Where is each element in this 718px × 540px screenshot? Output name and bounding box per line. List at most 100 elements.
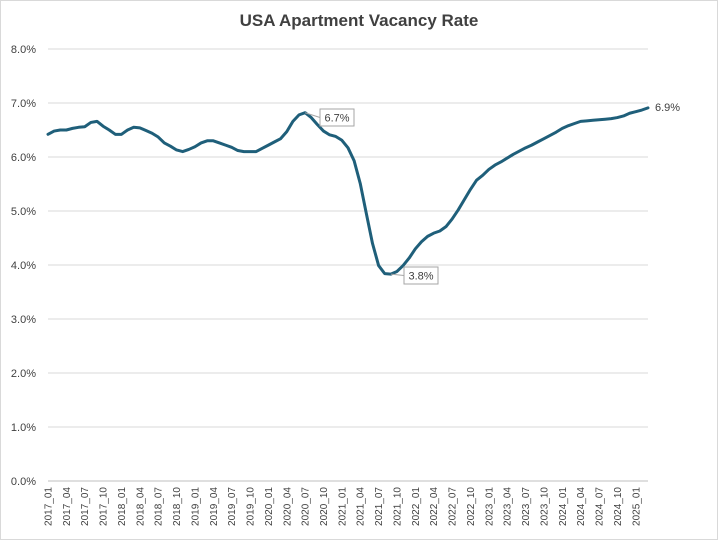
data-point: [512, 153, 515, 156]
data-point: [598, 118, 601, 121]
data-point: [524, 146, 527, 149]
chart-title: USA Apartment Vacancy Rate: [239, 11, 479, 30]
data-point: [291, 120, 294, 123]
data-label-box: [403, 266, 439, 285]
x-tick-label: 2021_10: [392, 487, 403, 526]
x-tick-label: 2025_01: [631, 487, 642, 526]
x-tick-label: 2018_10: [172, 487, 183, 526]
data-point: [193, 145, 196, 148]
data-label-leader: [390, 273, 405, 276]
x-tick-label: 2019_01: [190, 487, 201, 526]
x-tick-label: 2020_10: [319, 487, 330, 526]
data-point: [218, 141, 221, 144]
data-point: [298, 113, 301, 116]
data-point: [120, 133, 123, 136]
data-label: 3.8%: [408, 271, 433, 283]
data-point: [518, 150, 521, 153]
x-tick-label: 2018_07: [154, 487, 165, 526]
data-point: [420, 240, 423, 243]
data-point: [200, 141, 203, 144]
x-axis-ticks: 2017_01 2017_04 2017_07 2017_10 2018_01 2018_…: [44, 487, 643, 526]
data-point: [267, 144, 270, 147]
data-point: [585, 119, 588, 122]
data-point: [371, 242, 374, 245]
data-point: [83, 125, 86, 128]
data-point: [573, 122, 576, 125]
data-point: [640, 109, 643, 112]
data-point: [604, 118, 607, 121]
x-tick-label: 2022_01: [411, 487, 422, 526]
data-point: [500, 160, 503, 163]
x-tick-label: 2017_01: [44, 487, 55, 526]
data-point: [138, 126, 141, 129]
data-point: [383, 272, 386, 275]
data-point: [616, 116, 619, 119]
data-point: [273, 140, 276, 143]
data-point: [261, 147, 264, 150]
y-tick-label: 4.0%: [11, 260, 36, 272]
data-point: [457, 208, 460, 211]
data-point: [175, 148, 178, 151]
data-point: [242, 150, 245, 153]
gridlines: [48, 48, 648, 482]
data-point: [77, 126, 80, 129]
x-tick-label: 2021_04: [356, 487, 367, 526]
data-point: [365, 212, 368, 215]
data-point: [206, 139, 209, 142]
x-tick-label: 2023_01: [484, 487, 495, 526]
y-tick-label: 0.0%: [11, 476, 36, 488]
data-point: [426, 235, 429, 238]
y-axis-ticks: 0.0% 1.0% 2.0% 3.0% 4.0% 5.0% 6.0% 7.0% 8.0%: [11, 44, 36, 488]
x-tick-label: 2021_07: [374, 487, 385, 526]
y-tick-label: 3.0%: [11, 314, 36, 326]
y-tick-label: 2.0%: [11, 368, 36, 380]
data-point: [187, 148, 190, 151]
x-tick-label: 2024_01: [558, 487, 569, 526]
data-point: [212, 139, 215, 142]
data-point: [487, 168, 490, 171]
x-tick-label: 2024_10: [613, 487, 624, 526]
data-point: [463, 198, 466, 201]
data-point: [71, 127, 74, 130]
data-point: [316, 123, 319, 126]
x-tick-label: 2020_01: [264, 487, 275, 526]
x-tick-label: 2021_01: [337, 487, 348, 526]
data-point: [622, 114, 625, 117]
x-tick-label: 2022_10: [466, 487, 477, 526]
data-point: [481, 174, 484, 177]
data-point: [555, 131, 558, 134]
data-point: [89, 121, 92, 124]
data-point: [414, 247, 417, 250]
data-point: [353, 159, 356, 162]
data-point: [249, 150, 252, 153]
data-label-box: [319, 108, 355, 127]
data-point: [634, 110, 637, 113]
data-point: [108, 129, 111, 132]
data-point: [47, 133, 50, 136]
y-tick-label: 1.0%: [11, 422, 36, 434]
data-point: [395, 270, 398, 273]
data-labels: 6.7% 3.8% 6.9%: [304, 102, 680, 285]
data-point: [181, 150, 184, 153]
data-point: [59, 129, 62, 132]
data-label: 6.7%: [324, 113, 349, 125]
data-point: [126, 129, 129, 132]
x-tick-label: 2020_04: [282, 487, 293, 526]
data-point: [432, 232, 435, 235]
data-point: [310, 116, 313, 119]
data-point: [169, 145, 172, 148]
data-point: [328, 133, 331, 136]
x-tick-label: 2023_10: [539, 487, 550, 526]
data-point: [334, 135, 337, 138]
x-tick-label: 2023_07: [521, 487, 532, 526]
data-point: [151, 132, 154, 135]
data-point: [279, 137, 282, 140]
data-point: [647, 106, 650, 109]
data-point: [591, 119, 594, 122]
data-point: [493, 164, 496, 167]
data-point: [359, 182, 362, 185]
x-tick-label: 2024_07: [595, 487, 606, 526]
data-point: [408, 256, 411, 259]
x-tick-label: 2022_04: [429, 487, 440, 526]
